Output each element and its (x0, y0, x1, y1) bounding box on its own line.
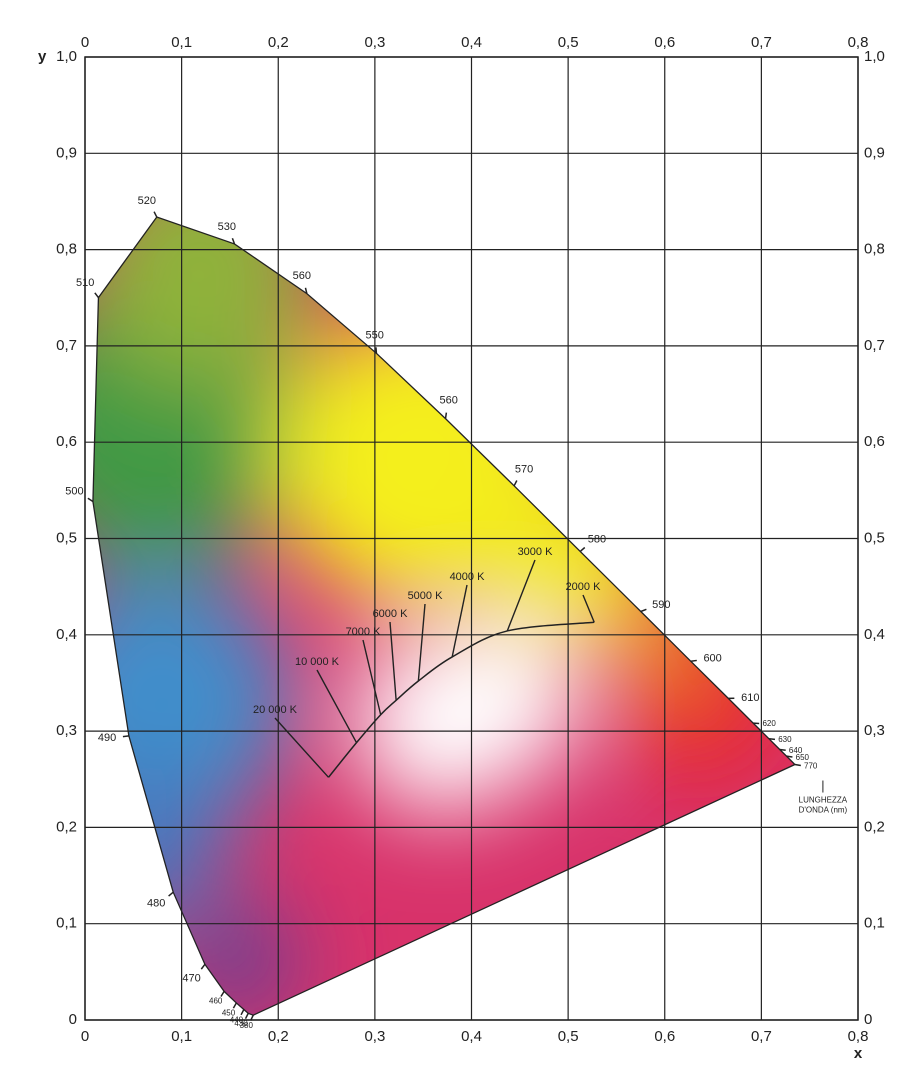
wavelength-note: D'ONDA (nm) (799, 806, 848, 815)
x-tick-label: 0,8 (848, 1028, 869, 1045)
wavelength-marker (514, 480, 517, 485)
temperature-label: 20 000 K (253, 704, 298, 716)
wavelength-marker (154, 212, 157, 217)
fill-blob (420, 622, 580, 782)
wavelength-marker (201, 964, 205, 969)
temperature-label: 2000 K (566, 581, 602, 593)
wavelength-label: 610 (741, 692, 759, 704)
y-tick-label-right: 0,3 (864, 722, 885, 739)
wavelength-marker (769, 739, 775, 740)
fill-blob (63, 767, 223, 927)
wavelength-label: 470 (182, 973, 200, 985)
x-tick-label: 0,7 (751, 1028, 772, 1045)
x-tick-label-top: 0,6 (654, 34, 675, 51)
wavelength-marker (795, 765, 801, 766)
y-tick-label-right: 0,2 (864, 818, 885, 835)
x-tick-label-top: 0,4 (461, 34, 482, 51)
wavelength-label: 460 (209, 997, 223, 1006)
x-axis-title: x (854, 1045, 863, 1062)
y-tick-label-right: 0,1 (864, 915, 885, 932)
x-tick-label: 0,3 (364, 1028, 385, 1045)
y-tick-label: 0,2 (56, 818, 77, 835)
x-tick-label: 0,5 (558, 1028, 579, 1045)
temperature-label: 7000 K (346, 626, 382, 638)
y-tick-label-right: 0,4 (864, 626, 885, 643)
y-tick-label-right: 0,6 (864, 433, 885, 450)
y-tick-label: 0,7 (56, 337, 77, 354)
y-tick-label-right: 0,5 (864, 529, 885, 546)
wavelength-marker (786, 756, 792, 757)
x-tick-label: 0 (81, 1028, 89, 1045)
wavelength-marker (88, 498, 93, 501)
y-tick-label: 0,5 (56, 529, 77, 546)
y-axis-title: y (38, 48, 47, 65)
wavelength-label: 580 (588, 534, 606, 546)
wavelength-marker (169, 892, 174, 896)
wavelength-marker (691, 660, 697, 661)
y-tick-label-right: 0,9 (864, 144, 885, 161)
y-tick-label-right: 0,7 (864, 337, 885, 354)
y-tick-label-right: 1,0 (864, 48, 885, 65)
wavelength-label: 770 (804, 762, 818, 771)
wavelength-label: 630 (778, 735, 792, 744)
temperature-label: 10 000 K (295, 656, 340, 668)
wavelength-label: 530 (218, 221, 236, 233)
x-tick-label-top: 0,2 (268, 34, 289, 51)
x-tick-label-top: 0,1 (171, 34, 192, 51)
x-tick-label-top: 0,3 (364, 34, 385, 51)
temperature-label: 5000 K (408, 590, 444, 602)
y-tick-label-right: 0,8 (864, 241, 885, 258)
wavelength-label: 570 (515, 464, 533, 476)
temperature-label: 3000 K (518, 546, 554, 558)
y-tick-label: 1,0 (56, 48, 77, 65)
x-tick-label-top: 0,7 (751, 34, 772, 51)
x-tick-label: 0,4 (461, 1028, 482, 1045)
y-tick-label: 0,6 (56, 433, 77, 450)
wavelength-label: 510 (76, 277, 94, 289)
wavelength-marker (95, 293, 99, 298)
wavelength-marker (233, 1003, 236, 1008)
y-tick-label: 0,8 (56, 241, 77, 258)
y-tick-label: 0,3 (56, 722, 77, 739)
x-tick-label: 0,2 (268, 1028, 289, 1045)
wavelength-marker (246, 1013, 249, 1018)
color-fill (3, 57, 858, 1022)
wavelength-label: 560 (293, 270, 311, 282)
x-tick-label-top: 0,5 (558, 34, 579, 51)
wavelength-label: 450 (222, 1009, 236, 1018)
x-tick-label-top: 0 (81, 34, 89, 51)
wavelength-marker (780, 749, 786, 750)
wavelength-marker (580, 548, 585, 552)
wavelength-label: 560 (440, 395, 458, 407)
x-tick-label: 0,6 (654, 1028, 675, 1045)
wavelength-marker (641, 609, 647, 611)
wavelength-label: 490 (98, 732, 116, 744)
wavelength-label: 550 (366, 329, 384, 341)
wavelength-label: 520 (138, 195, 156, 207)
wavelength-label: 500 (65, 486, 83, 498)
y-tick-label: 0 (69, 1011, 77, 1028)
wavelength-label: 600 (703, 653, 721, 665)
y-tick-label-right: 0 (864, 1011, 872, 1028)
y-tick-label: 0,1 (56, 915, 77, 932)
y-tick-label: 0,9 (56, 144, 77, 161)
wavelength-label: 590 (652, 599, 670, 611)
temperature-label: 4000 K (450, 571, 486, 583)
wavelength-label: 480 (147, 898, 165, 910)
wavelength-marker (241, 1010, 244, 1015)
fill-blob (81, 149, 321, 389)
wavelength-marker (446, 413, 447, 419)
temperature-label: 6000 K (373, 608, 409, 620)
wavelength-label: 620 (762, 719, 776, 728)
y-tick-label: 0,4 (56, 626, 77, 643)
fill-blob (180, 902, 300, 1022)
wavelength-note: LUNGHEZZA (799, 796, 848, 805)
wavelength-marker (123, 736, 129, 737)
x-tick-label: 0,1 (171, 1028, 192, 1045)
